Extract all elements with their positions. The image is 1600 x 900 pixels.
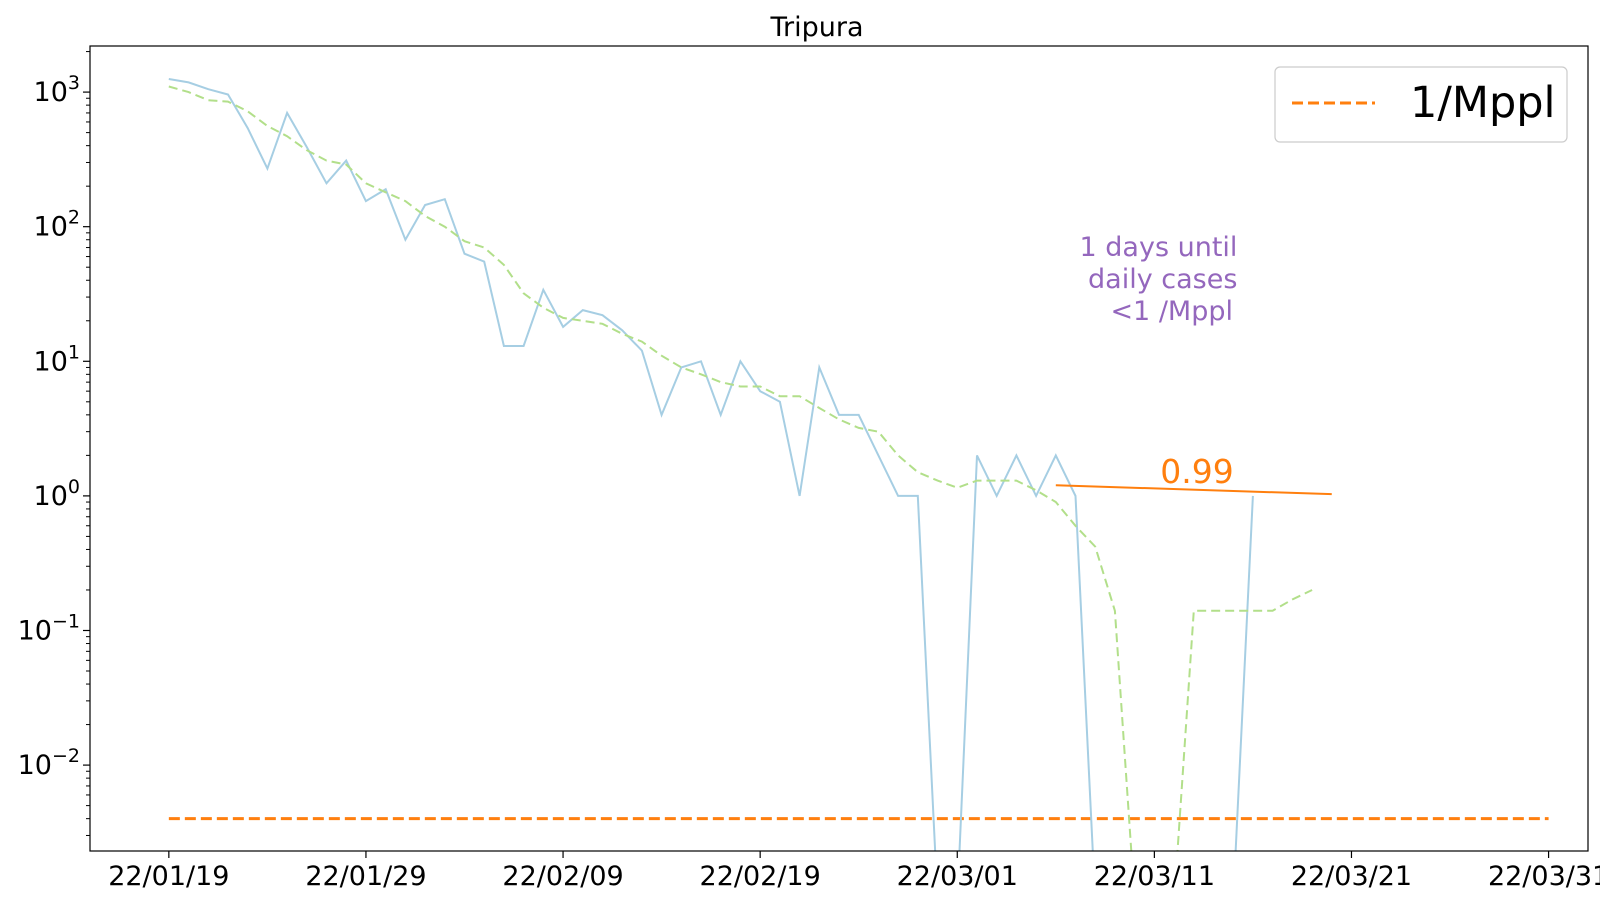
y-tick-label: 103 [34,72,80,108]
legend-label: 1/Mppl [1410,78,1555,128]
trend-label: 0.99 [1160,452,1233,491]
daily-cases-line [168,78,1254,851]
trend-line [1055,484,1332,496]
x-tick-label: 22/01/19 [108,861,229,892]
annotation-line-3: <1 /Mppl [1110,296,1233,327]
chart-title: Tripura [769,12,863,43]
rolling-average-line [168,85,1313,851]
x-tick-label: 22/03/31 [1488,861,1600,892]
annotation-line-2: daily cases [1088,264,1237,295]
x-tick-label: 22/03/01 [897,861,1018,892]
y-tick-label: 100 [34,476,80,512]
x-tick-label: 22/03/11 [1094,861,1215,892]
legend: 1/Mppl [1274,66,1568,143]
annotation-line-1: 1 days until [1080,232,1238,263]
y-axis: 10−2 10−1 100 101 102 103 [18,51,90,836]
x-axis: 22/01/19 22/01/29 22/02/09 22/02/19 22/03/01… [108,851,1600,892]
plot-area [168,78,1549,851]
annotation-text: 1 days until daily cases <1 /Mppl [1080,232,1246,327]
y-tick-label: 10−2 [18,745,80,781]
y-tick-label: 10−1 [18,610,80,646]
y-tick-label: 102 [34,207,80,243]
x-tick-label: 22/02/19 [700,861,821,892]
y-tick-label: 101 [34,341,80,377]
plot-frame [89,45,1589,852]
x-tick-label: 22/01/29 [305,861,426,892]
x-tick-label: 22/03/21 [1291,861,1412,892]
x-tick-label: 22/02/09 [502,861,623,892]
legend-box [1274,66,1568,143]
